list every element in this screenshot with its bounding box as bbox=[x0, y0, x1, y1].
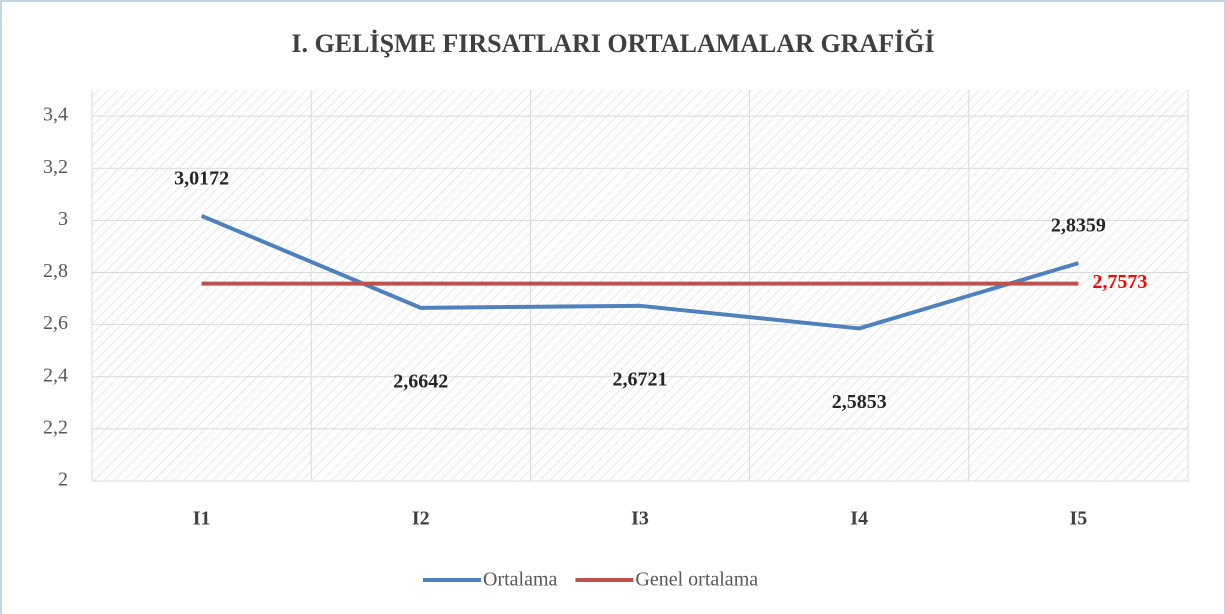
data-label: 2,6721 bbox=[613, 368, 668, 390]
series-line bbox=[200, 214, 1079, 331]
y-tick-label: 3,2 bbox=[43, 156, 68, 178]
data-label: 2,8359 bbox=[1051, 215, 1106, 237]
y-tick-label: 2,4 bbox=[43, 364, 68, 386]
data-label: 2,7573 bbox=[1092, 271, 1147, 293]
x-tick-label: I4 bbox=[850, 508, 868, 530]
y-tick-label: 2,8 bbox=[43, 260, 68, 282]
x-tick-label: I5 bbox=[1070, 508, 1088, 530]
x-tick-label: I1 bbox=[193, 508, 211, 530]
chart-title: I. GELİŞME FIRSATLARI ORTALAMALAR GRAFİĞ… bbox=[291, 29, 934, 58]
x-tick-label: I2 bbox=[412, 508, 430, 530]
x-tick-label: I3 bbox=[631, 508, 649, 530]
y-tick-label: 2 bbox=[58, 469, 68, 491]
data-label: 2,5853 bbox=[832, 391, 887, 413]
y-tick-label: 3,4 bbox=[43, 104, 68, 126]
y-tick-label: 2,2 bbox=[43, 416, 68, 438]
legend-label: Ortalama bbox=[483, 569, 558, 591]
legend-label: Genel ortalama bbox=[635, 569, 758, 591]
y-tick-label: 3 bbox=[58, 208, 68, 230]
data-label: 2,6642 bbox=[393, 370, 448, 392]
data-label: 3,0172 bbox=[174, 167, 229, 189]
y-tick-label: 2,6 bbox=[43, 312, 68, 334]
